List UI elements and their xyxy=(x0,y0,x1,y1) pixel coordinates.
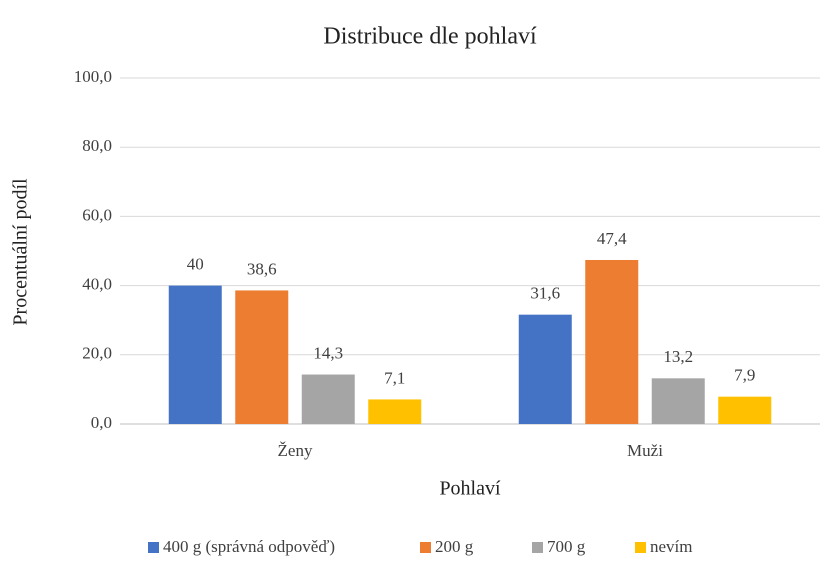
data-label: 14,3 xyxy=(313,343,343,362)
y-tick-label: 60,0 xyxy=(82,205,112,224)
data-label: 7,1 xyxy=(384,368,405,387)
data-label: 38,6 xyxy=(247,259,277,278)
y-tick-label: 80,0 xyxy=(82,136,112,155)
legend-swatch xyxy=(532,542,543,553)
x-axis-title: Pohlaví xyxy=(439,478,501,500)
data-label: 13,2 xyxy=(663,347,693,366)
legend-label: 400 g (správná odpověď) xyxy=(163,537,335,556)
y-tick-label: 20,0 xyxy=(82,344,112,363)
data-label: 31,6 xyxy=(530,284,560,303)
bar xyxy=(368,399,422,424)
data-label: 7,9 xyxy=(734,366,755,385)
data-label: 40 xyxy=(187,255,204,274)
bar xyxy=(168,285,222,424)
x-tick-label: Muži xyxy=(627,441,663,460)
y-tick-label: 100,0 xyxy=(74,67,112,86)
bar xyxy=(301,374,355,424)
y-tick-label: 40,0 xyxy=(82,275,112,294)
y-tick-label: 0,0 xyxy=(91,413,112,432)
legend-label: nevím xyxy=(650,537,693,556)
y-axis-title: Procentuální podíl xyxy=(10,178,32,326)
bar xyxy=(235,290,289,424)
x-tick-label: Ženy xyxy=(278,441,313,460)
bar xyxy=(651,378,705,424)
bar xyxy=(518,314,572,424)
bar xyxy=(585,259,639,424)
data-label: 47,4 xyxy=(597,229,627,248)
chart-title: Distribuce dle pohlaví xyxy=(323,24,537,50)
legend-swatch xyxy=(148,542,159,553)
legend-label: 200 g xyxy=(435,537,474,556)
legend-swatch xyxy=(635,542,646,553)
bar xyxy=(718,396,772,424)
legend-label: 700 g xyxy=(547,537,586,556)
legend-swatch xyxy=(420,542,431,553)
